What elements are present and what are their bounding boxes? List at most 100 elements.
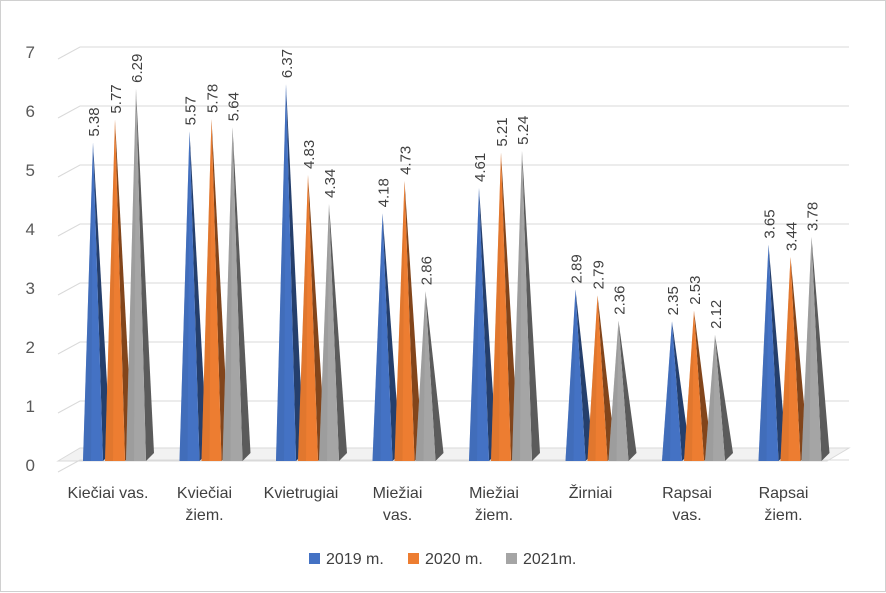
bar-shading: [662, 321, 672, 461]
gridline: [57, 282, 849, 296]
bar-side-face: [479, 188, 497, 461]
category-label: Kvietrugiai: [264, 485, 339, 502]
data-label: 2.35: [665, 286, 682, 315]
y-tick-label: 3: [26, 279, 35, 298]
bar: [469, 188, 497, 461]
data-label: 4.61: [472, 153, 489, 182]
bar-side-face: [575, 289, 594, 461]
bar: [512, 150, 540, 461]
bar-side-face: [189, 131, 208, 461]
bar-side-face: [329, 203, 347, 461]
bar-side-face: [232, 127, 251, 462]
bar: [83, 142, 111, 461]
bar: [319, 203, 347, 461]
bar-side-face: [404, 180, 423, 461]
legend-entry: 2020 m.: [425, 551, 483, 568]
bars: [83, 84, 830, 462]
gridline: [57, 164, 849, 178]
category-label: Kiečiai vas.: [68, 485, 149, 502]
legend-entry: 2021m.: [523, 551, 576, 568]
data-label: 2.89: [569, 254, 586, 283]
bar-shading: [394, 180, 405, 461]
legend: 2019 m. 2020 m. 2021m.: [309, 551, 576, 568]
bar-side-face: [382, 213, 401, 461]
bar: [705, 334, 733, 461]
bar-side-face: [211, 118, 230, 461]
bar-shading: [469, 188, 479, 461]
bar-side-face: [618, 320, 637, 461]
bar-shading: [105, 119, 115, 461]
data-label: 4.83: [301, 140, 318, 169]
bar-shading: [801, 236, 812, 461]
category-label: Žirniai: [569, 483, 613, 502]
bar-side-face: [136, 88, 154, 461]
bar-shading: [758, 244, 769, 461]
category-label: vas.: [672, 507, 701, 524]
bar: [662, 321, 690, 461]
data-label: 5.78: [205, 84, 222, 113]
bar: [222, 127, 251, 462]
legend-swatch: [408, 553, 419, 564]
bar-side-face: [425, 291, 444, 461]
bar-shading: [222, 127, 233, 462]
category-label: Kviečiai: [177, 485, 232, 502]
bar: [201, 118, 230, 461]
legend-swatch: [506, 553, 517, 564]
data-label: 2.12: [708, 300, 725, 329]
bar-side-face: [715, 334, 733, 461]
bar-side-face: [694, 310, 712, 461]
bar-shading: [780, 257, 791, 461]
bar: [276, 84, 304, 462]
data-label: 4.18: [376, 178, 393, 207]
y-tick-label: 2: [26, 338, 35, 357]
bar: [394, 180, 423, 461]
data-label: 5.24: [515, 116, 532, 145]
gridline: [57, 223, 849, 237]
y-tick-label: 0: [26, 456, 35, 475]
category-label: žiem.: [185, 507, 223, 524]
gridline: [57, 341, 849, 355]
bar: [758, 244, 787, 461]
data-label: 5.38: [86, 107, 103, 136]
data-label: 6.37: [279, 49, 296, 78]
bar-shading: [587, 295, 598, 461]
bar: [801, 236, 830, 461]
bar-shading: [608, 320, 619, 461]
bar-shading: [684, 310, 694, 461]
bar: [608, 320, 637, 461]
gridline: [57, 105, 849, 119]
category-label: žiem.: [764, 507, 802, 524]
bar-side-face: [522, 150, 540, 461]
bar-shading: [372, 213, 383, 461]
data-label: 5.64: [226, 92, 243, 121]
y-tick-label: 7: [26, 43, 35, 62]
category-label: žiem.: [475, 507, 513, 524]
bar-side-face: [286, 84, 304, 462]
bar-shading: [276, 84, 286, 462]
data-label: 6.29: [129, 54, 146, 83]
x-axis-categories: Kiečiai vas. Kviečiai žiem. Kvietrugiai Miež…: [68, 483, 809, 524]
gridlines: [57, 46, 849, 473]
data-label: 4.73: [398, 146, 415, 175]
category-label: Miežiai: [373, 485, 423, 502]
bar-shading: [491, 152, 501, 462]
data-label: 4.34: [322, 169, 339, 198]
data-label: 5.21: [494, 117, 511, 146]
data-label: 2.79: [591, 260, 608, 289]
y-tick-label: 5: [26, 161, 35, 180]
bar-shading: [565, 289, 576, 461]
category-label: vas.: [383, 507, 412, 524]
category-label: Miežiai: [469, 485, 519, 502]
gridline: [57, 46, 849, 60]
bar: [126, 88, 154, 461]
bar-shading: [126, 88, 136, 461]
bar-shading: [319, 203, 329, 461]
bar: [587, 295, 616, 461]
bar-side-face: [93, 142, 111, 461]
data-label: 2.53: [687, 276, 704, 305]
y-tick-label: 1: [26, 397, 35, 416]
category-label: Rapsai: [759, 485, 809, 502]
bar-shading: [705, 334, 715, 461]
